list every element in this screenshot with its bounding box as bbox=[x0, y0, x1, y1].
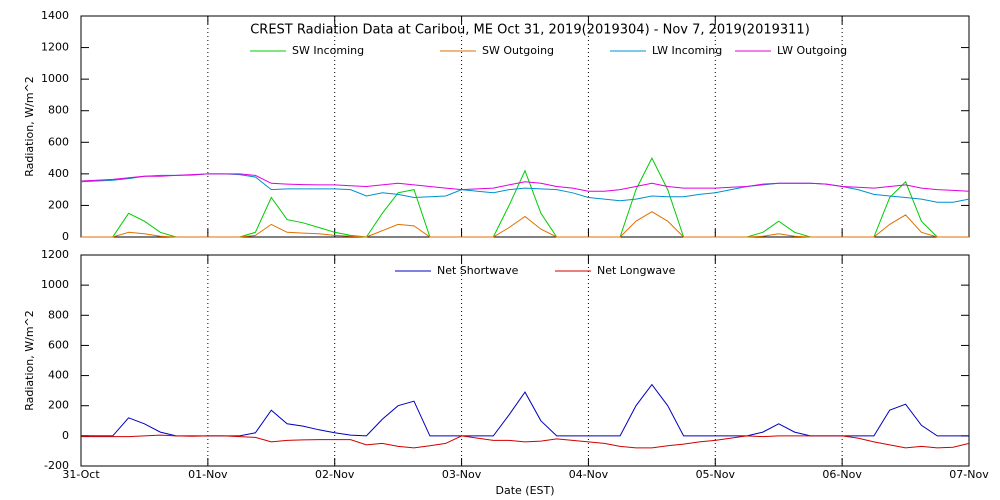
y-tick-label: 200 bbox=[48, 198, 69, 211]
y-tick-label: 1200 bbox=[41, 41, 69, 54]
series-line bbox=[81, 383, 969, 437]
y-tick-label: 600 bbox=[48, 135, 69, 148]
y-tick-label: 600 bbox=[48, 338, 69, 351]
chart-title: CREST Radiation Data at Caribou, ME Oct … bbox=[250, 23, 810, 38]
y-tick-label: 400 bbox=[48, 167, 69, 180]
x-tick-label: 03-Nov bbox=[442, 468, 482, 481]
series-line bbox=[81, 434, 970, 449]
x-axis-label: Date (EST) bbox=[495, 484, 554, 497]
legend-label: Net Shortwave bbox=[437, 264, 519, 277]
series-line bbox=[81, 211, 969, 238]
y-tick-label: 1000 bbox=[41, 278, 69, 291]
x-tick-label: 02-Nov bbox=[315, 468, 355, 481]
x-tick-label: 04-Nov bbox=[569, 468, 609, 481]
plot-frame bbox=[80, 254, 970, 467]
x-tick-label: 07-Nov bbox=[949, 468, 989, 481]
series-line bbox=[80, 173, 970, 203]
legend-label: Net Longwave bbox=[597, 264, 676, 277]
legend-label: LW Incoming bbox=[652, 44, 722, 57]
plot-frame bbox=[80, 15, 970, 238]
y-tick-label: 400 bbox=[48, 369, 69, 382]
legend-label: SW Incoming bbox=[292, 44, 364, 57]
y-tick-label: 0 bbox=[62, 230, 69, 243]
legend-label: SW Outgoing bbox=[482, 44, 554, 57]
x-tick-label: 06-Nov bbox=[822, 468, 862, 481]
x-tick-label: 31-Oct bbox=[62, 468, 100, 481]
y-tick-label: 800 bbox=[48, 308, 69, 321]
y-axis-label: Radiation, W/m^2 bbox=[23, 76, 36, 177]
y-axis-label: Radiation, W/m^2 bbox=[23, 310, 36, 411]
series-line bbox=[81, 156, 969, 238]
y-tick-label: 1000 bbox=[41, 72, 69, 85]
y-tick-label: 1400 bbox=[41, 9, 69, 22]
y-tick-label: 0 bbox=[62, 429, 69, 442]
x-tick-label: 05-Nov bbox=[696, 468, 736, 481]
y-tick-label: -200 bbox=[44, 459, 69, 472]
y-tick-label: 1200 bbox=[41, 248, 69, 261]
y-tick-label: 800 bbox=[48, 104, 69, 117]
y-tick-label: 200 bbox=[48, 399, 69, 412]
legend-label: LW Outgoing bbox=[777, 44, 847, 57]
series-line bbox=[80, 173, 970, 192]
x-tick-label: 01-Nov bbox=[188, 468, 228, 481]
